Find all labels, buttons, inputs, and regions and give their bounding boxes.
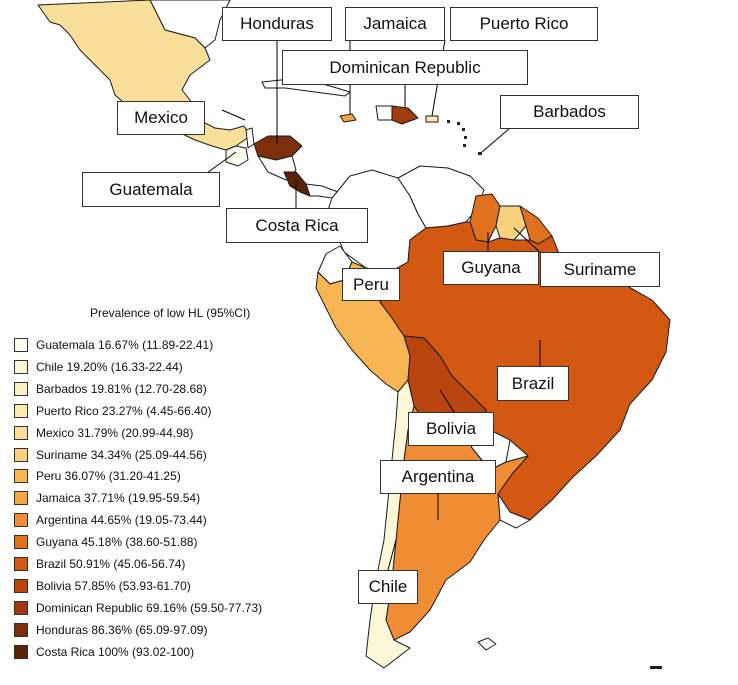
legend-item: Guyana 45.18% (38.60-51.88) xyxy=(14,533,197,551)
legend-label: Honduras 86.36% (65.09-97.09) xyxy=(36,622,208,637)
label-puerto-rico: Puerto Rico xyxy=(450,7,598,41)
legend-label: Costa Rica 100% (93.02-100) xyxy=(36,644,195,659)
legend-label: Argentina 44.65% (19.05-73.44) xyxy=(36,513,207,528)
label-jamaica: Jamaica xyxy=(345,7,445,41)
label-costa-rica: Costa Rica xyxy=(226,208,368,243)
legend-item: Suriname 34.34% (25.09-44.56) xyxy=(14,446,207,464)
legend-swatch xyxy=(14,381,28,396)
legend-item: Honduras 86.36% (65.09-97.09) xyxy=(14,621,207,639)
country-dominican-republic xyxy=(391,105,419,125)
legend-label: Guatemala 16.67% (11.89-22.41) xyxy=(36,338,214,352)
legend-swatch xyxy=(14,513,28,528)
legend-item: Argentina 44.65% (19.05-73.44) xyxy=(14,511,207,529)
label-bolivia: Bolivia xyxy=(408,412,494,446)
legend-swatch xyxy=(14,447,28,462)
legend-label: Bolivia 57.85% (53.93-61.70) xyxy=(36,578,191,593)
legend-label: Guyana 45.18% (38.60-51.88) xyxy=(36,535,198,550)
country-puerto-rico xyxy=(425,115,439,123)
legend-label: Chile 19.20% (16.33-22.44) xyxy=(36,359,183,374)
label-guyana: Guyana xyxy=(443,251,539,285)
legend-swatch xyxy=(14,622,28,637)
legend-swatch xyxy=(14,425,28,440)
label-mexico: Mexico xyxy=(117,101,205,135)
label-argentina: Argentina xyxy=(380,460,496,494)
label-dominican-republic: Dominican Republic xyxy=(282,50,528,85)
legend-swatch xyxy=(14,578,28,593)
legend-title: Prevalence of low HL (95%CI) xyxy=(90,306,251,320)
legend-label: Mexico 31.79% (20.99-44.98) xyxy=(36,425,194,440)
label-brazil: Brazil xyxy=(497,366,569,401)
south-georgia xyxy=(650,666,662,669)
legend-label: Dominican Republic 69.16% (59.50-77.73) xyxy=(36,600,263,615)
legend-label: Barbados 19.81% (12.70-28.68) xyxy=(36,381,207,396)
legend-item: Mexico 31.79% (20.99-44.98) xyxy=(14,424,193,442)
legend-swatch xyxy=(14,491,28,506)
legend-swatch xyxy=(14,338,28,352)
country-haiti xyxy=(375,105,393,121)
label-suriname: Suriname xyxy=(540,252,660,287)
legend-swatch xyxy=(14,535,28,550)
label-guatemala: Guatemala xyxy=(82,172,220,207)
legend-label: Jamaica 37.71% (19.95-59.54) xyxy=(36,491,201,506)
falkland-islands xyxy=(477,637,497,651)
legend-swatch xyxy=(14,644,28,659)
legend-item: Peru 36.07% (31.20-41.25) xyxy=(14,467,181,485)
legend-swatch xyxy=(14,403,28,418)
legend-item: Barbados 19.81% (12.70-28.68) xyxy=(14,380,207,398)
legend-item: Chile 19.20% (16.33-22.44) xyxy=(14,358,183,376)
legend-swatch xyxy=(14,469,28,484)
lesser-antilles xyxy=(447,120,482,155)
legend-label: Puerto Rico 23.27% (4.45-66.40) xyxy=(36,403,212,418)
legend-item: Dominican Republic 69.16% (59.50-77.73) xyxy=(14,599,262,617)
country-jamaica xyxy=(339,113,357,123)
callout-lines xyxy=(199,39,545,571)
legend-swatch xyxy=(14,359,28,374)
label-barbados: Barbados xyxy=(500,95,639,129)
legend-item: Costa Rica 100% (93.02-100) xyxy=(14,643,194,661)
legend-item: Bolivia 57.85% (53.93-61.70) xyxy=(14,577,191,595)
legend-item: Brazil 50.91% (45.06-56.74) xyxy=(14,555,185,573)
legend-label: Suriname 34.34% (25.09-44.56) xyxy=(36,447,207,462)
legend-item: Jamaica 37.71% (19.95-59.54) xyxy=(14,489,200,507)
legend-label: Brazil 50.91% (45.06-56.74) xyxy=(36,557,186,571)
label-chile: Chile xyxy=(358,570,418,604)
label-peru: Peru xyxy=(342,268,400,301)
country-guatemala xyxy=(225,145,249,167)
legend-swatch xyxy=(14,600,28,615)
legend-label: Peru 36.07% (31.20-41.25) xyxy=(36,469,181,484)
legend-item: Guatemala 16.67% (11.89-22.41) xyxy=(14,336,213,354)
legend-swatch xyxy=(14,557,28,571)
country-belize xyxy=(245,127,255,149)
legend-item: Puerto Rico 23.27% (4.45-66.40) xyxy=(14,402,211,420)
label-honduras: Honduras xyxy=(222,7,332,41)
